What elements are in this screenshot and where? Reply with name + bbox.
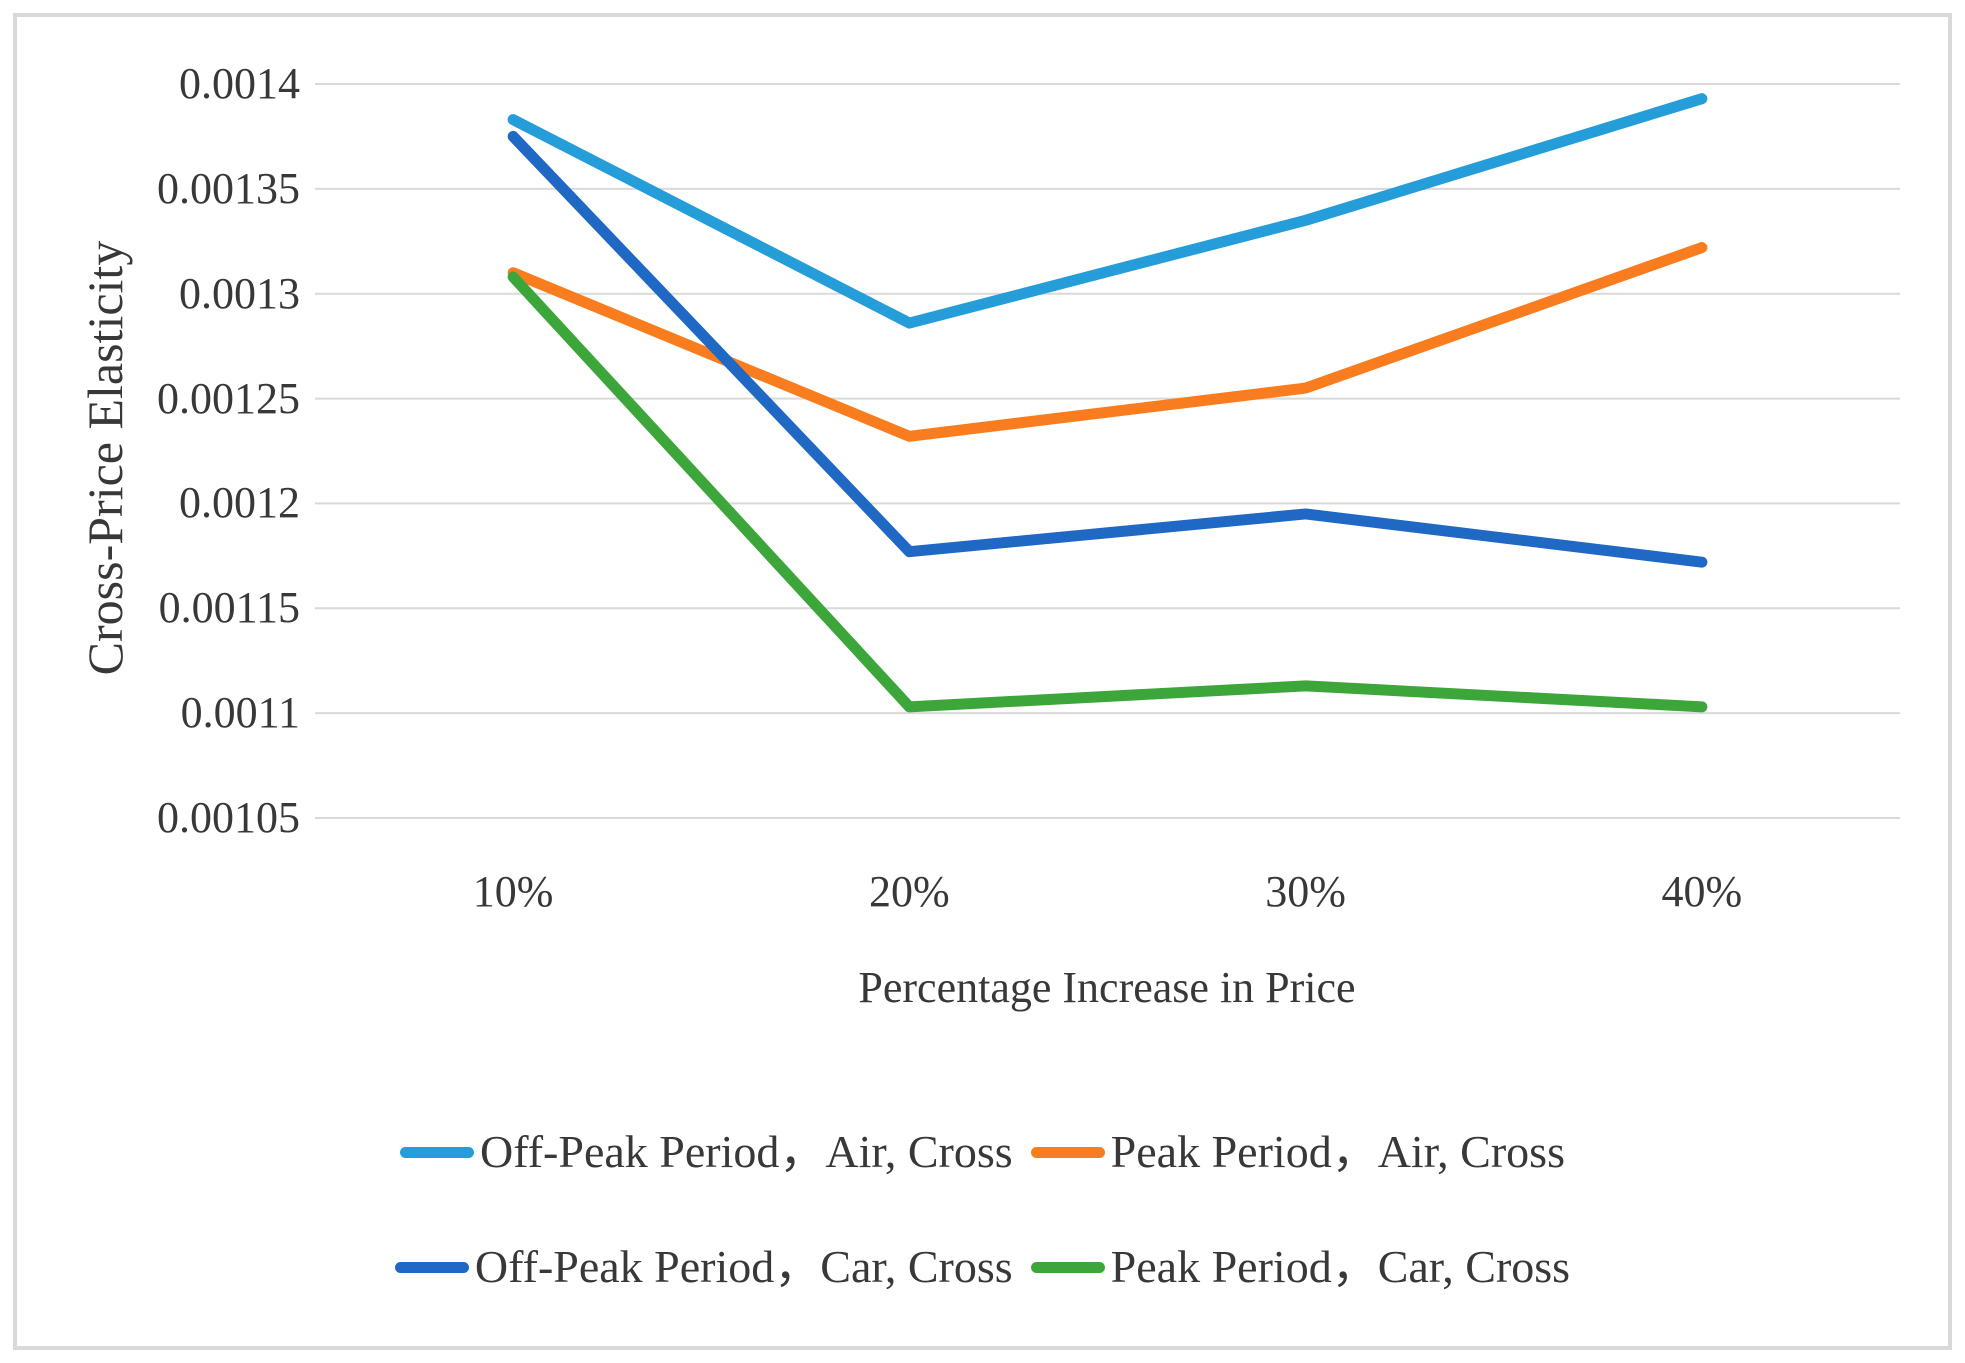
x-tick-label: 20% [869,867,950,916]
series-line-2 [507,130,1708,568]
y-tick-label: 0.0011 [180,688,300,738]
legend-label: Off-Peak Period，Car, Cross [474,1241,1013,1292]
y-tick-label: 0.00105 [157,793,300,842]
legend-swatch [400,1146,475,1158]
legend-label: Off-Peak Period，Air, Cross [480,1126,1013,1177]
x-tick-label: 10% [472,867,554,916]
legend-swatch [1030,1146,1105,1158]
legend-swatch [394,1261,469,1273]
legend-item: Peak Period，Car, Cross [1030,1239,1571,1295]
series-line-3 [507,271,1708,713]
y-tick-label: 0.0012 [179,478,300,528]
x-tick-label: 30% [1265,867,1346,916]
series-line-1 [507,242,1708,442]
x-tick-label: 40% [1661,867,1743,916]
series-line-0 [507,93,1708,329]
legend-item: Off-Peak Period，Car, Cross [394,1239,1013,1295]
legend-label: Peak Period，Air, Cross [1110,1126,1565,1177]
legend-row: Off-Peak Period，Air, Cross Peak Period，Ai… [0,1121,1965,1183]
legend-label: Peak Period，Car, Cross [1110,1241,1571,1292]
legend-item: Peak Period，Air, Cross [1030,1124,1565,1180]
legend-row: Off-Peak Period，Car, Cross Peak Period，Ca… [0,1236,1965,1298]
y-tick-label: 0.0014 [179,59,300,108]
legend-swatch [1030,1261,1105,1273]
y-tick-label: 0.00135 [157,163,300,213]
legend-item: Off-Peak Period，Air, Cross [400,1124,1013,1180]
y-tick-label: 0.00125 [157,373,300,423]
y-tick-label: 0.0013 [179,268,300,318]
y-tick-label: 0.00115 [158,583,300,633]
x-axis-title: Percentage Increase in Price [858,963,1356,1012]
